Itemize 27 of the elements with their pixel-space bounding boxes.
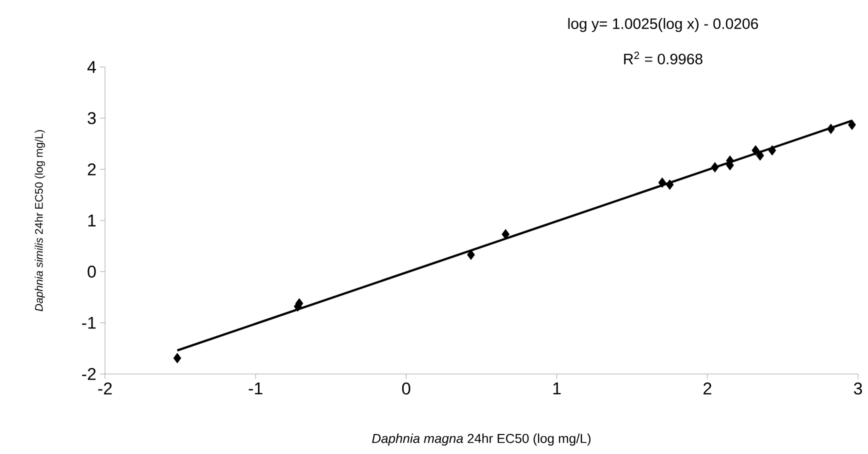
x-tick-label: 2 (704, 382, 712, 394)
y-tick-label: -2 (82, 368, 96, 380)
x-tick-label: 1 (553, 382, 561, 394)
point (752, 145, 760, 156)
point (658, 177, 666, 188)
text: R$^{2}$ = 0.9968 (624, 52, 702, 64)
y-tick-label: 3 (88, 112, 96, 124)
x-tick-label: 3 (854, 382, 862, 395)
text: log y= 1.0025(log x) - 0.0206 (568, 18, 758, 32)
point (666, 179, 674, 190)
y-tick-label: 2 (88, 163, 96, 176)
point (710, 162, 719, 172)
point (826, 124, 835, 134)
y-tick-label: 0 (88, 266, 96, 278)
y-axis-title: Daphnia similis 24hr EC50 (log mg/L) (34, 130, 45, 312)
x-axis-title: Daphnia magna 24hr EC50 (log mg/L) (372, 434, 591, 446)
point (467, 250, 475, 260)
point (756, 150, 764, 161)
y-tick-label: -1 (82, 316, 96, 329)
x-tick-label: 0 (402, 382, 410, 395)
x-tick-label: -2 (98, 382, 112, 394)
point (173, 352, 182, 364)
y-tick-label: 4 (87, 61, 96, 73)
point (768, 145, 776, 156)
point (848, 120, 856, 130)
x-tick-label: -1 (248, 382, 262, 394)
y-tick-label: 1 (88, 214, 96, 226)
